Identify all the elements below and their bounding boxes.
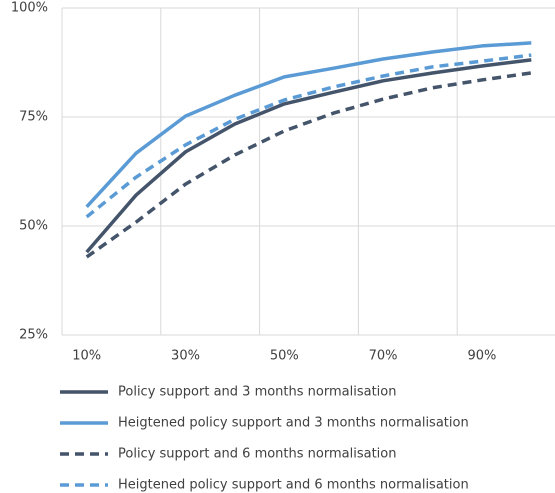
legend-label: Policy support and 3 months normalisatio… [118,385,396,400]
y-tick-label: 75% [19,110,48,125]
x-tick-label: 30% [171,349,200,364]
x-tick-label: 10% [72,349,101,364]
legend-label: Policy support and 6 months normalisatio… [118,447,396,462]
x-tick-label: 50% [270,349,299,364]
y-tick-label: 50% [19,219,48,234]
y-tick-label: 100% [11,1,48,16]
series-line [85,53,532,219]
x-tick-label: 70% [369,349,398,364]
x-tick-label: 90% [467,349,496,364]
legend-label: Heigtened policy support and 3 months no… [118,416,469,431]
series-line [85,41,532,209]
series-line [85,71,532,259]
series-line [85,58,532,254]
y-tick-label: 25% [19,328,48,343]
legend-label: Heigtened policy support and 6 months no… [118,478,469,493]
